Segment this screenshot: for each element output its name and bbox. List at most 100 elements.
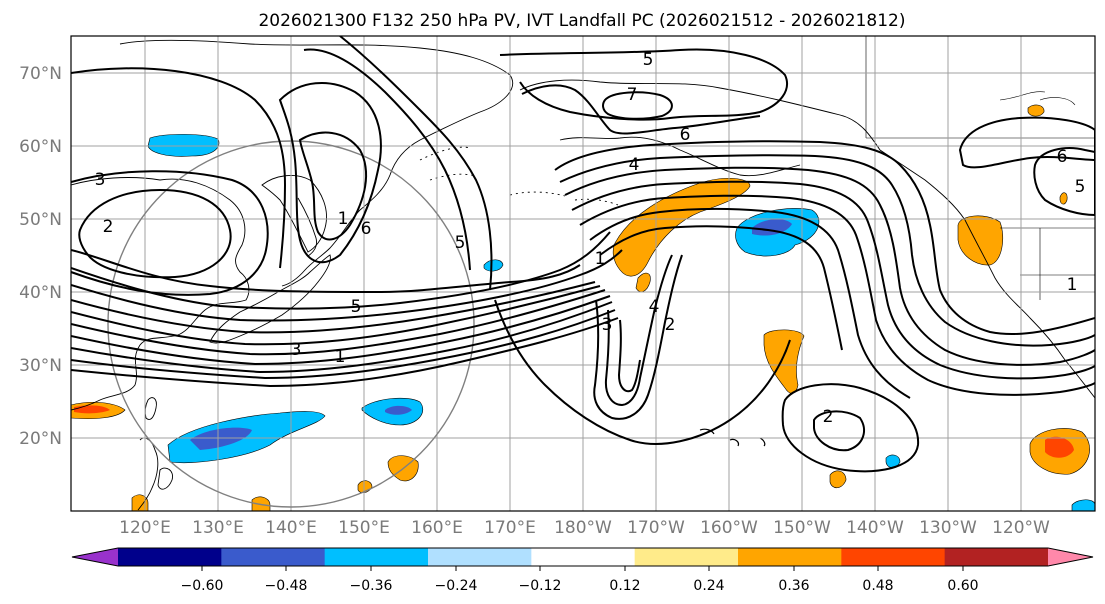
colorbar-tick-label: 0.48 <box>862 578 893 594</box>
kamchatka-outline <box>261 174 327 253</box>
pv-contour <box>589 208 911 399</box>
pv-contour <box>71 295 611 366</box>
lat-label: 70°N <box>19 64 62 84</box>
positive-anomaly-patch <box>635 272 651 293</box>
colorbar-tick-label: 0.12 <box>609 578 640 594</box>
positive-anomaly-patch <box>1059 192 1068 205</box>
colorbar-tick-label: 0.36 <box>778 578 809 594</box>
negative-anomaly-patch <box>885 454 901 468</box>
negative-anomaly-core <box>190 427 252 450</box>
pv-contour <box>71 317 619 388</box>
pv-contour <box>604 254 673 407</box>
pv-contour <box>564 166 1095 366</box>
pv-contour-closed <box>298 131 367 241</box>
lon-label: 130°W <box>919 518 977 538</box>
contour-label: 2 <box>823 407 834 427</box>
contour-labels: 5 7 6 4 3 2 1 6 5 5 3 1 1 3 4 2 2 6 5 1 <box>95 50 1086 427</box>
negative-anomaly-core <box>752 219 792 236</box>
contour-label: 2 <box>665 315 676 335</box>
contour-label: 3 <box>95 170 106 190</box>
pv-contour <box>71 249 623 322</box>
canada-inlets <box>999 91 1076 106</box>
pv-contour-closed <box>602 91 673 120</box>
pv-contour <box>499 48 788 121</box>
pv-contour <box>71 301 613 374</box>
contour-label: 5 <box>1075 177 1086 197</box>
contour-label: 5 <box>643 50 654 70</box>
pv-contour <box>593 254 683 420</box>
pv-contour <box>71 231 611 310</box>
lat-label: 40°N <box>19 283 62 303</box>
contour-label: 1 <box>338 209 349 229</box>
lat-label: 50°N <box>19 210 62 230</box>
pv-contour-closed <box>958 116 1095 169</box>
positive-anomaly-patch <box>1027 104 1045 117</box>
colorbar-segment <box>428 548 532 566</box>
contour-label: 1 <box>1067 275 1078 295</box>
colorbar-outline <box>71 547 1094 567</box>
pv-contours <box>71 36 1095 473</box>
contour-label: 5 <box>455 233 466 253</box>
pv-contour <box>579 194 1095 396</box>
positive-anomaly-patch <box>829 470 847 489</box>
colorbar-extend-max <box>1048 548 1093 566</box>
pv-contour <box>571 180 1095 380</box>
pv-contour <box>494 299 791 445</box>
pv-contour <box>71 170 269 296</box>
pv-contour <box>71 285 601 346</box>
alaska-coast <box>519 79 966 221</box>
contour-label: 1 <box>595 249 606 269</box>
lon-label: 160°W <box>700 518 758 538</box>
pv-contour-closed <box>278 82 382 264</box>
pv-contour-closed <box>1033 147 1095 217</box>
contour-label: 4 <box>649 297 660 317</box>
pv-contour <box>559 154 1095 347</box>
contour-label: 3 <box>291 340 302 360</box>
lon-label: 160°E <box>411 518 463 538</box>
lon-label: 120°E <box>119 518 171 538</box>
pv-contour-closed <box>813 410 865 452</box>
lon-label: 120°W <box>992 518 1050 538</box>
positive-anomaly-patch <box>763 329 805 394</box>
russia-coast <box>119 39 514 287</box>
lon-label: 130°E <box>192 518 244 538</box>
colorbar-segment <box>118 548 222 566</box>
aleutian-islands <box>419 146 619 206</box>
lat-label: 20°N <box>19 429 62 449</box>
positive-anomaly-core <box>1045 436 1074 458</box>
negative-anomaly-core <box>385 405 412 415</box>
positive-anomaly-patch <box>612 178 751 277</box>
pv-contour <box>339 36 493 291</box>
pv-contour <box>71 281 596 334</box>
pv-contour <box>521 84 761 135</box>
pv-contour <box>71 289 606 356</box>
lon-label: 140°W <box>846 518 904 538</box>
colorbar-segment <box>841 548 946 566</box>
political-borders <box>865 36 1095 300</box>
pv-contour <box>554 140 1095 335</box>
pv-contour <box>303 48 471 271</box>
pv-contour <box>71 309 616 380</box>
colorbar-segment <box>944 548 1049 566</box>
colorbar-tick-labels: −0.60 −0.48 −0.36 −0.24 −0.12 0.12 0.24 … <box>181 578 979 594</box>
contour-label: 4 <box>629 155 640 175</box>
contour-label: 5 <box>351 297 362 317</box>
colorbar-tick-label: −0.60 <box>181 578 224 594</box>
pv-contour <box>617 319 641 393</box>
contour-label: 6 <box>361 219 372 239</box>
pv-contour <box>71 249 581 294</box>
colorbar: −0.60 −0.48 −0.36 −0.24 −0.12 0.12 0.24 … <box>71 547 1094 594</box>
lon-label: 170°W <box>627 518 685 538</box>
lat-label: 60°N <box>19 137 62 157</box>
colorbar-segment <box>531 548 636 566</box>
colorbar-tick-label: −0.36 <box>350 578 393 594</box>
pv-contour <box>71 67 287 269</box>
pv-contour <box>599 225 843 351</box>
colorbar-tick-label: −0.12 <box>519 578 562 594</box>
lon-label: 170°E <box>484 518 536 538</box>
colorbar-tick-label: −0.24 <box>435 578 478 594</box>
colorbar-tick-marks <box>201 566 964 571</box>
asia-coast <box>71 177 250 411</box>
colorbar-tick-label: 0.60 <box>947 578 978 594</box>
chart-title: 2026021300 F132 250 hPa PV, IVT Landfall… <box>258 11 905 31</box>
